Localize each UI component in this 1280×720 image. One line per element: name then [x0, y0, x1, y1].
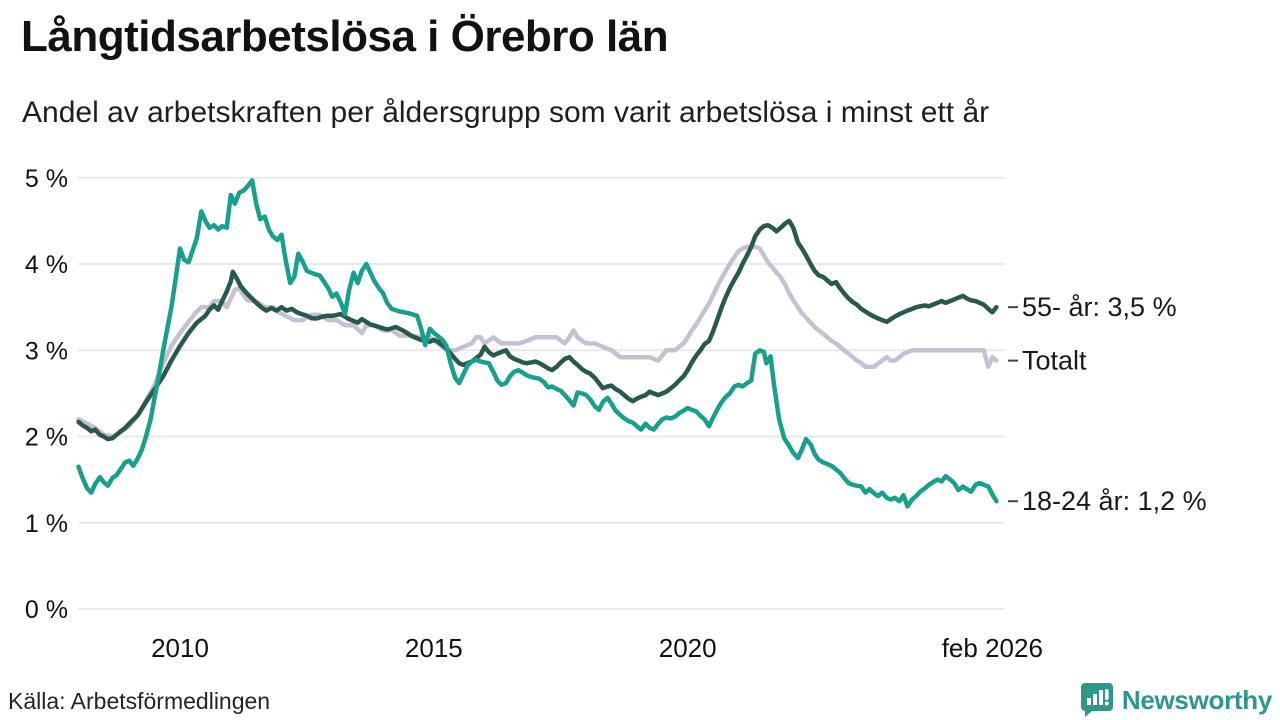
bar-1 [1086, 698, 1091, 705]
exclamation-stem [1104, 689, 1109, 700]
source-note: Källa: Arbetsförmedlingen [8, 688, 271, 714]
end-label-18-24-r: 18-24 år: 1,2 % [1022, 486, 1207, 516]
series-line-55-r [76, 218, 999, 442]
brand-wordmark: Newsworthy [1121, 684, 1272, 715]
y-tick-label-0: 0 % [25, 596, 68, 624]
series-line-18-24-r [76, 178, 999, 509]
y-tick-label-5: 5 % [25, 165, 68, 193]
chart-subtitle: Andel av arbetskraften per åldersgrupp s… [22, 96, 990, 129]
x-tick-label-2020: 2020 [659, 633, 717, 663]
y-tick-label-2: 2 % [25, 424, 68, 452]
end-label-totalt: Totalt [1022, 346, 1087, 376]
y-tick-label-1: 1 % [25, 510, 68, 538]
newsworthy-logo-icon [1080, 683, 1113, 717]
exclamation-dot [1104, 701, 1109, 706]
end-label-55-r: 55- år: 3,5 % [1022, 292, 1177, 322]
page-title: Långtidsarbetslösa i Örebro län [21, 12, 669, 61]
line-chart: 0 % 1 % 2 % 3 % 4 % 5 % 2010 2015 2020 feb 2026 To… [25, 165, 1207, 663]
series-line-totalt [76, 244, 999, 439]
y-tick-label-4: 4 % [25, 251, 68, 279]
x-tick-label-feb-2026: feb 2026 [942, 633, 1043, 663]
bar-3 [1098, 690, 1103, 705]
x-tick-label-2015: 2015 [405, 633, 463, 663]
x-tick-label-2010: 2010 [151, 633, 209, 663]
newsworthy-brand-link[interactable]: Newsworthy [1080, 682, 1272, 718]
y-tick-label-3: 3 % [25, 337, 68, 365]
bar-2 [1092, 694, 1097, 705]
